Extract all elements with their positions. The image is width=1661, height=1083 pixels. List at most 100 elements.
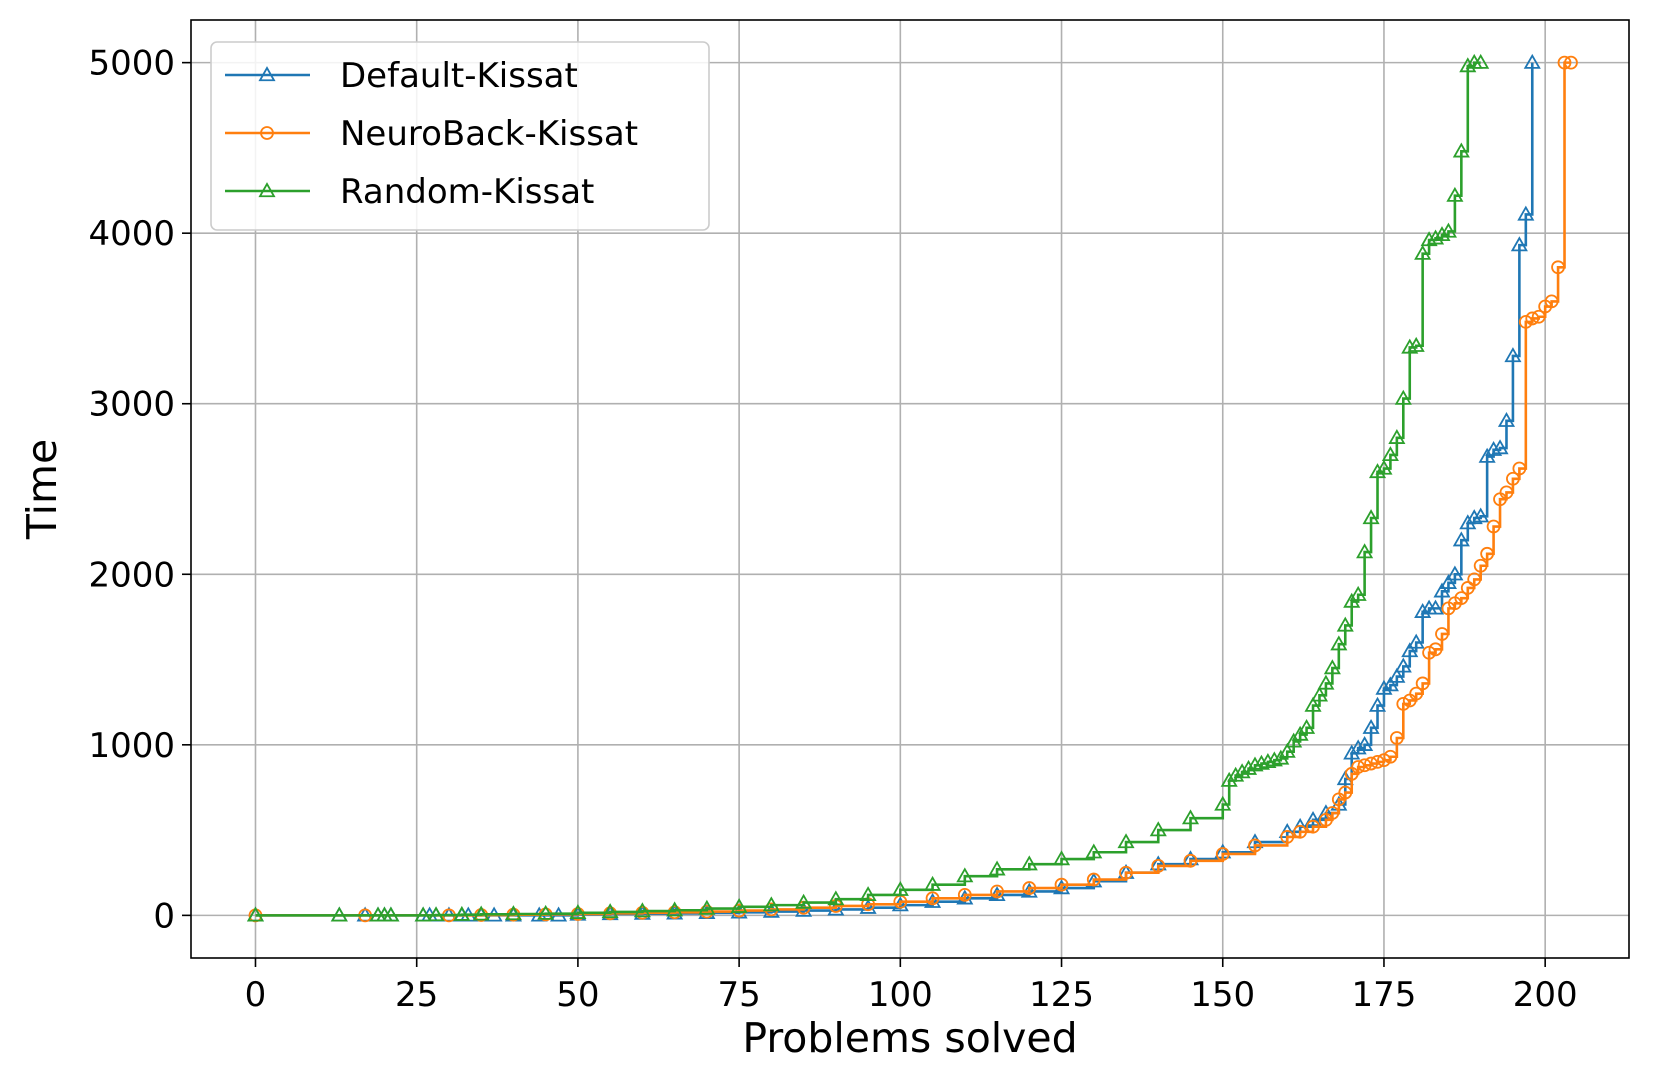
data-point [504, 905, 522, 921]
data-point [1356, 543, 1374, 559]
data-point [1497, 411, 1516, 427]
data-point [1362, 509, 1380, 525]
data-point [1523, 53, 1541, 69]
legend-label: NeuroBack-Kissat [340, 114, 638, 154]
data-point [1349, 585, 1367, 601]
data-point [1317, 674, 1335, 690]
x-tick-label: 200 [1513, 975, 1578, 1015]
y-tick-label: 5000 [88, 44, 175, 84]
data-point [1351, 760, 1366, 774]
plot-frame [190, 19, 1630, 959]
data-point [1414, 244, 1432, 260]
legend-box [210, 41, 710, 231]
data-point [1310, 686, 1329, 702]
data-point [1389, 731, 1404, 745]
data-point [1259, 753, 1277, 769]
data-point [1504, 347, 1522, 363]
y-tick-label: 0 [153, 896, 175, 936]
data-point [1233, 763, 1251, 779]
x-tick-label: 175 [1352, 975, 1417, 1015]
data-point [1517, 205, 1535, 221]
series-random-kissat [246, 53, 1490, 922]
data-point [1473, 558, 1488, 573]
data-point [1480, 546, 1495, 561]
data-point [925, 891, 940, 906]
x-tick-label: 150 [1190, 975, 1255, 1015]
legend-marker [258, 66, 276, 82]
data-point [1364, 756, 1378, 771]
data-point [537, 904, 555, 920]
data-point [1564, 55, 1578, 70]
data-point [698, 899, 716, 915]
data-point [1280, 830, 1295, 844]
data-point [990, 884, 1004, 899]
y-tick-label: 4000 [88, 214, 175, 254]
data-point [1304, 811, 1322, 827]
data-point [1343, 744, 1361, 760]
data-point [1317, 804, 1335, 820]
data-point [1420, 231, 1438, 247]
y-tick-label: 2000 [88, 555, 175, 595]
data-point [859, 886, 877, 902]
data-point [1472, 507, 1490, 523]
y-tick-label: 1000 [88, 726, 175, 766]
data-point [1506, 471, 1520, 486]
data-point [1368, 463, 1387, 479]
data-point [1459, 514, 1477, 530]
data-point [1022, 881, 1037, 895]
data-point [1518, 314, 1533, 329]
data-point [1472, 53, 1490, 69]
data-point [1401, 642, 1419, 658]
data-point [1383, 749, 1398, 764]
data-point [569, 903, 587, 919]
data-point [1119, 865, 1133, 880]
data-point [1368, 696, 1387, 712]
data-point [1183, 853, 1198, 868]
series-line [255, 61, 1571, 917]
y-axis-title: Time [18, 439, 66, 540]
data-point [1415, 676, 1430, 691]
data-point [1220, 771, 1238, 787]
data-point [956, 867, 974, 883]
data-point [1052, 850, 1071, 866]
data-point [1422, 645, 1436, 660]
data-point [1252, 754, 1270, 770]
data-point [1460, 581, 1475, 595]
legend-marker [260, 126, 274, 140]
data-point [382, 906, 400, 922]
data-point [1407, 336, 1425, 352]
data-point [1265, 751, 1283, 767]
data-point [1485, 440, 1503, 456]
data-point [1054, 877, 1069, 892]
data-point [1512, 461, 1527, 476]
data-point [1214, 795, 1232, 811]
data-point [924, 875, 942, 891]
data-point [1323, 659, 1341, 675]
data-point [1454, 591, 1469, 606]
data-point [633, 902, 651, 918]
data-point [762, 896, 780, 912]
data-point [891, 880, 909, 896]
data-point [1446, 186, 1464, 202]
data-point [1381, 676, 1399, 692]
legend-marker [258, 182, 276, 198]
x-tick-label: 75 [717, 975, 760, 1015]
data-point [1362, 718, 1380, 734]
x-tick-label: 0 [245, 975, 267, 1015]
legend: Default-Kissat NeuroBack-Kissat Random-Kis… [210, 41, 710, 231]
data-point [1510, 236, 1528, 252]
data-point [666, 901, 684, 917]
data-point [1446, 565, 1464, 581]
x-axis-title: Problems solved [742, 1014, 1077, 1062]
data-point [1452, 142, 1470, 158]
data-point [427, 906, 445, 922]
data-point [1499, 485, 1514, 500]
data-point [957, 887, 972, 902]
data-point [827, 890, 845, 906]
data-point [246, 906, 265, 922]
data-point [1428, 642, 1443, 657]
data-point [1426, 229, 1445, 245]
data-point [1433, 582, 1451, 598]
data-point [1248, 838, 1262, 853]
data-point [1085, 843, 1103, 859]
